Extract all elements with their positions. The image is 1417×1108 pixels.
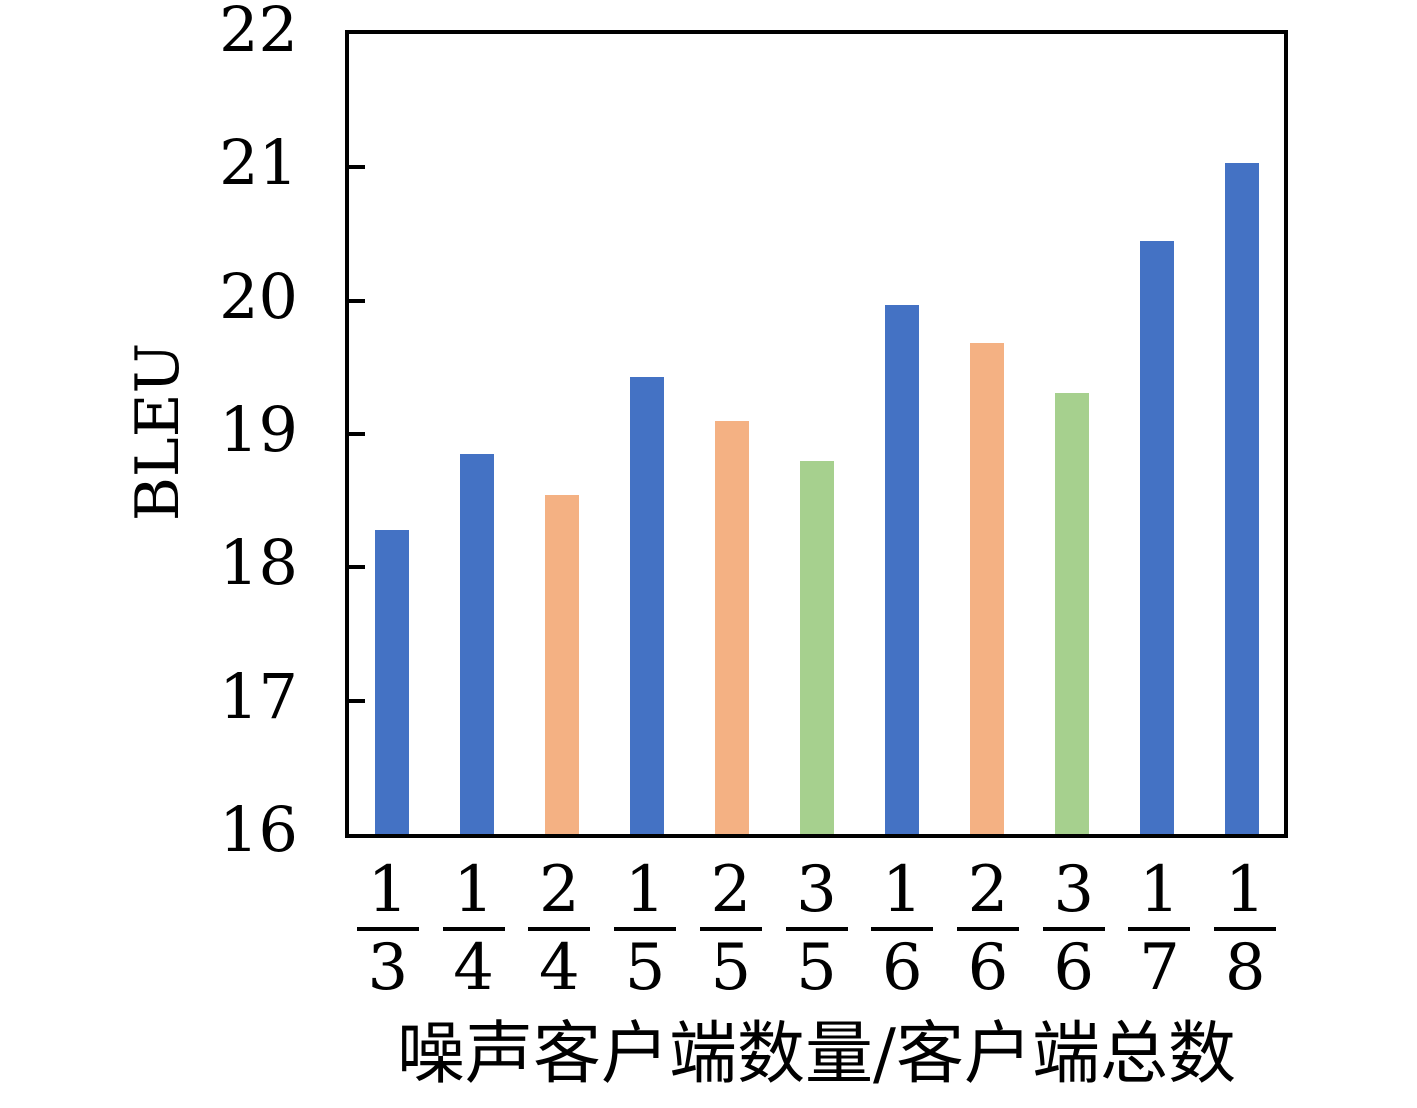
fraction-denominator: 5 <box>614 927 677 1000</box>
bar-2/6 <box>969 343 1004 834</box>
y-tick-labels: 16 17 18 19 20 21 22 <box>0 0 308 861</box>
fraction-denominator: 5 <box>785 927 848 1000</box>
fraction-denominator: 8 <box>1214 927 1277 1000</box>
y-tick-label: 16 <box>219 793 298 866</box>
bar-3/5 <box>799 460 834 834</box>
fraction-numerator: 1 <box>624 853 666 927</box>
bars-container <box>349 34 1284 834</box>
fraction-denominator: 5 <box>699 927 762 1000</box>
fraction-denominator: 6 <box>871 927 934 1000</box>
bar-slot <box>604 34 689 834</box>
fraction-numerator: 1 <box>1139 853 1180 927</box>
fraction-numerator: 1 <box>881 853 923 927</box>
fraction-numerator: 1 <box>1224 853 1266 927</box>
fraction-numerator: 2 <box>538 853 580 927</box>
fraction-numerator: 2 <box>710 853 752 927</box>
bar-slot <box>859 34 944 834</box>
fraction-denominator: 6 <box>1042 927 1105 1000</box>
bar-2/5 <box>714 420 749 834</box>
y-tick-label: 22 <box>219 0 298 66</box>
fraction-denominator: 4 <box>528 927 591 1000</box>
bar-1/3 <box>374 530 409 834</box>
fraction-denominator: 6 <box>957 927 1019 1000</box>
y-tick-mark <box>349 432 365 436</box>
bar-slot <box>519 34 604 834</box>
fraction-denominator: 4 <box>442 927 505 1000</box>
bar-1/4 <box>459 454 494 834</box>
fraction-numerator: 3 <box>1053 853 1095 927</box>
bar-slot <box>349 34 434 834</box>
bar-slot <box>774 34 859 834</box>
y-tick-label: 19 <box>219 393 298 466</box>
bar-1/5 <box>629 376 664 834</box>
y-tick-mark <box>349 298 365 303</box>
fraction-numerator: 2 <box>967 853 1009 927</box>
y-tick-label: 21 <box>219 126 298 200</box>
y-tick-label: 20 <box>219 259 298 333</box>
bar-slot <box>1199 34 1284 834</box>
x-axis-label: 噪声客户端数量/客户端总数 <box>397 1015 1236 1094</box>
y-tick-label: 17 <box>219 659 298 733</box>
fraction-numerator: 1 <box>453 853 494 927</box>
fraction-numerator: 1 <box>367 853 409 927</box>
bar-slot <box>689 34 774 834</box>
bar-1/7 <box>1139 240 1174 834</box>
bar-slot <box>1114 34 1199 834</box>
bar-2/4 <box>544 495 579 834</box>
bar-slot <box>434 34 519 834</box>
plot-area <box>345 30 1288 838</box>
y-tick-label: 18 <box>219 526 298 600</box>
fraction-numerator: 3 <box>796 853 837 927</box>
bar-slot <box>1029 34 1114 834</box>
y-tick-mark <box>349 698 365 703</box>
bar-1/6 <box>884 304 919 834</box>
fraction-denominator: 7 <box>1128 927 1191 1000</box>
bar-3/6 <box>1054 392 1089 834</box>
y-tick-mark <box>349 565 365 570</box>
bar-1/8 <box>1224 163 1259 834</box>
fraction-denominator: 3 <box>356 927 419 1000</box>
bar-slot <box>944 34 1029 834</box>
y-tick-mark <box>349 165 365 170</box>
